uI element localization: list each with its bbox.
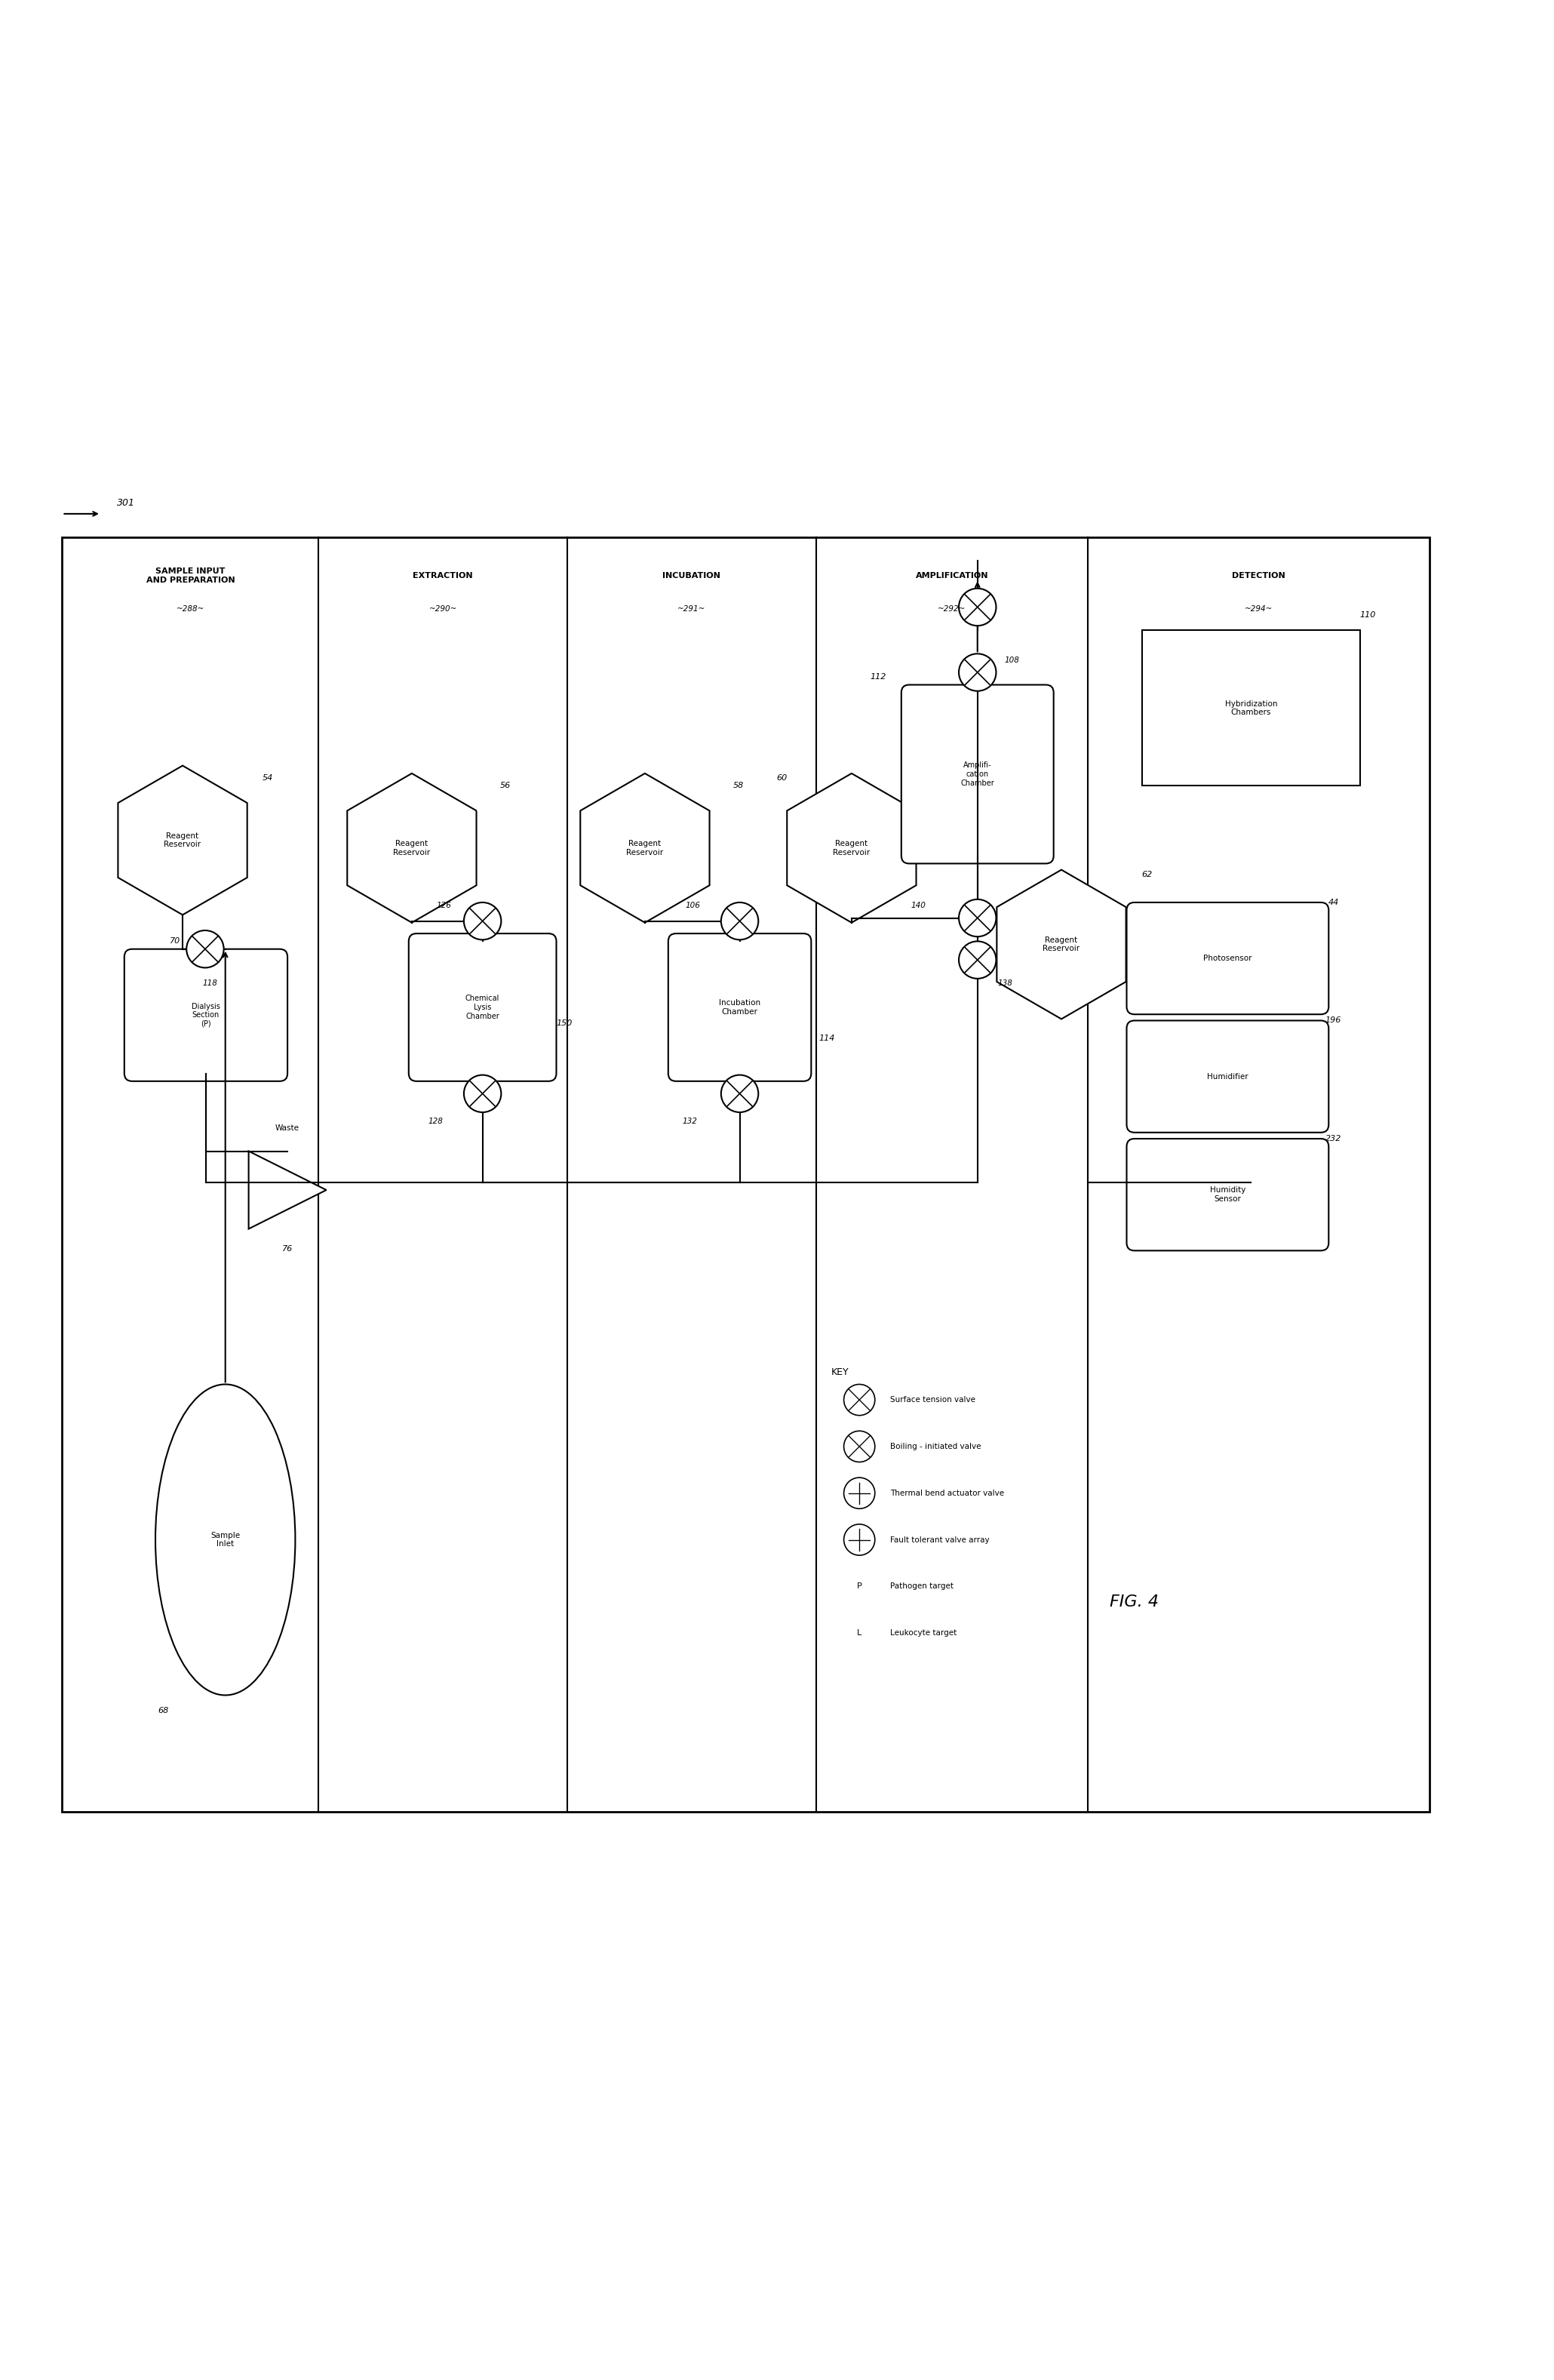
Circle shape [844, 1478, 875, 1509]
Text: Waste: Waste [275, 1123, 300, 1130]
Text: 56: 56 [500, 783, 510, 790]
FancyBboxPatch shape [1127, 902, 1329, 1014]
Text: ~294~: ~294~ [1245, 605, 1273, 612]
Polygon shape [786, 774, 917, 923]
Text: Pathogen target: Pathogen target [890, 1583, 954, 1590]
Circle shape [844, 1430, 875, 1461]
Text: Hybridization
Chambers: Hybridization Chambers [1225, 700, 1277, 716]
Text: 106: 106 [685, 902, 701, 909]
Text: Chemical
Lysis
Chamber: Chemical Lysis Chamber [465, 995, 500, 1021]
Circle shape [959, 900, 996, 938]
Circle shape [721, 1076, 758, 1111]
Text: 76: 76 [283, 1245, 292, 1252]
Circle shape [463, 1076, 500, 1111]
Circle shape [959, 940, 996, 978]
Text: 128: 128 [429, 1119, 443, 1126]
FancyBboxPatch shape [409, 933, 556, 1081]
Text: Leukocyte target: Leukocyte target [890, 1630, 957, 1637]
Text: 301: 301 [117, 497, 135, 507]
Text: Surface tension valve: Surface tension valve [890, 1397, 976, 1404]
Polygon shape [249, 1152, 326, 1228]
Text: 62: 62 [1142, 871, 1152, 878]
Ellipse shape [155, 1385, 295, 1695]
Text: 132: 132 [682, 1119, 698, 1126]
Text: 54: 54 [263, 774, 274, 783]
Text: 68: 68 [159, 1706, 168, 1714]
Text: Fault tolerant valve array: Fault tolerant valve array [890, 1535, 990, 1545]
Text: 150: 150 [556, 1019, 572, 1026]
Circle shape [844, 1385, 875, 1416]
Circle shape [844, 1523, 875, 1554]
Text: AMPLIFICATION: AMPLIFICATION [915, 571, 988, 581]
Text: 58: 58 [733, 783, 743, 790]
Polygon shape [118, 766, 247, 914]
Circle shape [959, 588, 996, 626]
Text: Amplifi-
cation
Chamber: Amplifi- cation Chamber [960, 762, 995, 788]
Text: 70: 70 [169, 938, 180, 945]
Text: Humidity
Sensor: Humidity Sensor [1211, 1188, 1245, 1202]
Bar [1142, 631, 1360, 785]
Circle shape [463, 902, 500, 940]
Text: ~290~: ~290~ [429, 605, 457, 612]
FancyBboxPatch shape [901, 685, 1054, 864]
Text: EXTRACTION: EXTRACTION [413, 571, 472, 581]
Text: P: P [856, 1583, 862, 1590]
Text: 108: 108 [1004, 657, 1019, 664]
Text: 196: 196 [1326, 1016, 1341, 1023]
Text: Reagent
Reservoir: Reagent Reservoir [1043, 935, 1080, 952]
Text: 114: 114 [819, 1035, 834, 1042]
Text: SAMPLE INPUT
AND PREPARATION: SAMPLE INPUT AND PREPARATION [146, 569, 235, 583]
Text: FIG. 4: FIG. 4 [1110, 1595, 1159, 1609]
Text: Reagent
Reservoir: Reagent Reservoir [393, 840, 430, 857]
Text: 126: 126 [437, 902, 451, 909]
Text: L: L [856, 1630, 862, 1637]
Text: Sample
Inlet: Sample Inlet [211, 1533, 239, 1547]
Circle shape [959, 654, 996, 690]
Text: 118: 118 [202, 981, 218, 988]
Text: INCUBATION: INCUBATION [662, 571, 721, 581]
Text: Boiling - initiated valve: Boiling - initiated valve [890, 1442, 981, 1449]
Text: 138: 138 [998, 981, 1013, 988]
Text: Thermal bend actuator valve: Thermal bend actuator valve [890, 1490, 1004, 1497]
FancyBboxPatch shape [1127, 1138, 1329, 1250]
Text: Dialysis
Section
(P): Dialysis Section (P) [191, 1002, 221, 1028]
FancyBboxPatch shape [124, 950, 287, 1081]
Polygon shape [580, 774, 710, 923]
Text: 110: 110 [1360, 612, 1375, 619]
Text: Reagent
Reservoir: Reagent Reservoir [165, 833, 200, 847]
Text: Photosensor: Photosensor [1203, 954, 1253, 962]
Text: Reagent
Reservoir: Reagent Reservoir [626, 840, 664, 857]
Bar [62, 538, 1430, 1811]
Text: Reagent
Reservoir: Reagent Reservoir [833, 840, 870, 857]
Text: Humidifier: Humidifier [1207, 1073, 1248, 1081]
Circle shape [186, 931, 224, 969]
Text: 112: 112 [870, 674, 886, 681]
Text: ~288~: ~288~ [176, 605, 205, 612]
Text: 140: 140 [911, 902, 926, 909]
Text: ~292~: ~292~ [937, 605, 967, 612]
Text: Incubation
Chamber: Incubation Chamber [720, 1000, 760, 1016]
Text: 232: 232 [1326, 1135, 1341, 1142]
Text: 44: 44 [1329, 900, 1338, 907]
FancyBboxPatch shape [1127, 1021, 1329, 1133]
Text: 60: 60 [777, 774, 786, 783]
FancyBboxPatch shape [668, 933, 811, 1081]
Polygon shape [347, 774, 477, 923]
Text: KEY: KEY [831, 1366, 848, 1376]
Text: ~291~: ~291~ [678, 605, 706, 612]
Text: DETECTION: DETECTION [1232, 571, 1285, 581]
Polygon shape [996, 869, 1127, 1019]
Circle shape [721, 902, 758, 940]
